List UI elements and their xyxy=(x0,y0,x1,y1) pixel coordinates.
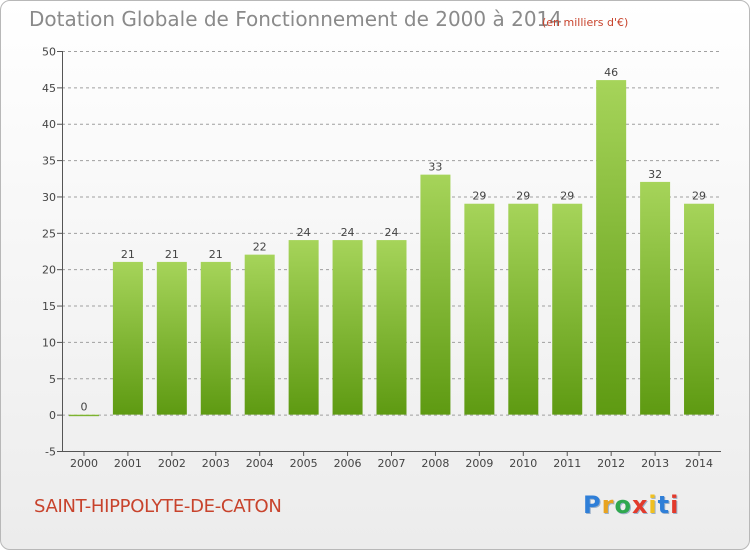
bar-2003 xyxy=(200,261,231,415)
value-label: 22 xyxy=(253,241,267,254)
y-tick-label: 15 xyxy=(42,300,56,313)
value-label: 24 xyxy=(385,226,399,239)
y-tick-label: 45 xyxy=(42,82,56,95)
y-tick-label: 35 xyxy=(42,155,56,168)
logo-letter: i xyxy=(648,491,658,519)
chart-title: Dotation Globale de Fonctionnement de 20… xyxy=(29,7,562,31)
proxiti-logo: Proxiti xyxy=(583,491,679,519)
x-tick-label: 2002 xyxy=(158,457,186,470)
x-tick-label: 2009 xyxy=(465,457,493,470)
value-label: 32 xyxy=(648,168,662,181)
bar-2008 xyxy=(420,174,451,415)
logo-letter: x xyxy=(631,491,649,519)
y-tick-label: -5 xyxy=(45,446,56,459)
y-tick-label: 5 xyxy=(49,373,56,386)
y-tick-label: 20 xyxy=(42,264,56,277)
x-tick-label: 2001 xyxy=(114,457,142,470)
value-label: 29 xyxy=(692,190,706,203)
value-label: 21 xyxy=(209,248,223,261)
bar-2000 xyxy=(68,414,99,417)
value-label: 29 xyxy=(516,190,530,203)
bar-2011 xyxy=(552,203,583,415)
y-tick-label: 25 xyxy=(42,227,56,240)
bar-2005 xyxy=(288,240,319,415)
bar-2004 xyxy=(244,254,275,415)
logo-letter: P xyxy=(583,491,602,519)
x-tick-label: 2014 xyxy=(685,457,713,470)
bar-2014 xyxy=(684,203,715,415)
y-tick-label: 40 xyxy=(42,118,56,131)
chart-subtitle: (en milliers d'€) xyxy=(542,16,629,29)
bar-2007 xyxy=(376,240,407,415)
y-tick-label: 10 xyxy=(42,336,56,349)
x-tick-label: 2008 xyxy=(421,457,449,470)
value-label: 21 xyxy=(165,248,179,261)
logo-letter: i xyxy=(670,491,680,519)
x-tick-label: 2011 xyxy=(553,457,581,470)
value-label: 29 xyxy=(560,190,574,203)
value-label: 0 xyxy=(80,401,87,414)
bar-2013 xyxy=(640,181,671,415)
value-label: 46 xyxy=(604,66,618,79)
commune-name: SAINT-HIPPOLYTE-DE-CATON xyxy=(34,496,282,517)
bar-2009 xyxy=(464,203,495,415)
y-tick-label: 0 xyxy=(49,409,56,422)
value-label: 29 xyxy=(472,190,486,203)
x-tick-label: 2004 xyxy=(246,457,274,470)
y-tick-label: 50 xyxy=(42,46,56,59)
bar-2001 xyxy=(112,261,143,415)
logo-letter: o xyxy=(614,491,632,519)
value-label: 24 xyxy=(297,226,311,239)
x-tick-label: 2006 xyxy=(334,457,362,470)
logo-letter: t xyxy=(657,491,671,519)
x-tick-label: 2003 xyxy=(202,457,230,470)
x-tick-label: 2010 xyxy=(509,457,537,470)
x-tick-label: 2000 xyxy=(70,457,98,470)
bar-2010 xyxy=(508,203,539,415)
bar-2002 xyxy=(156,261,187,415)
value-label: 21 xyxy=(121,248,135,261)
x-tick-label: 2007 xyxy=(378,457,406,470)
x-tick-label: 2013 xyxy=(641,457,669,470)
bar-2012 xyxy=(596,80,627,415)
x-tick-label: 2012 xyxy=(597,457,625,470)
bar-2006 xyxy=(332,240,363,415)
value-label: 33 xyxy=(428,161,442,174)
logo-letter: r xyxy=(601,491,615,519)
x-tick-label: 2005 xyxy=(290,457,318,470)
y-tick-label: 30 xyxy=(42,191,56,204)
value-label: 24 xyxy=(341,226,355,239)
